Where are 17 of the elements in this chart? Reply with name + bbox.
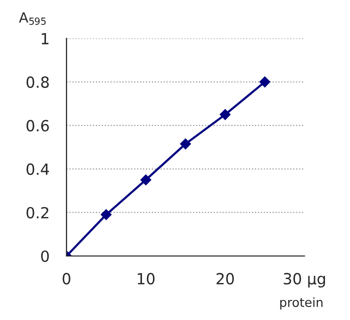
point [180,138,191,150]
x-tick-label: 10 [138,272,155,284]
y-tick-label: 0.4 [26,163,49,175]
point [220,109,231,120]
y-tick-label: 0.6 [26,120,49,132]
x-tick-label: 0 [62,272,70,284]
y-tick-label: 0 [41,250,49,262]
point [259,76,270,88]
y-tick-label: 1 [42,33,48,44]
x-tick-label: 30 μg [284,272,325,288]
x-tick-label: 20 [216,272,234,284]
x-axis-title: protein [280,297,322,310]
y-axis-title: A$_{595}$ [19,12,46,25]
point [140,174,152,186]
point [100,209,112,220]
y-tick-label: 0.2 [26,206,48,218]
y-tick-label: 0.8 [26,76,49,88]
